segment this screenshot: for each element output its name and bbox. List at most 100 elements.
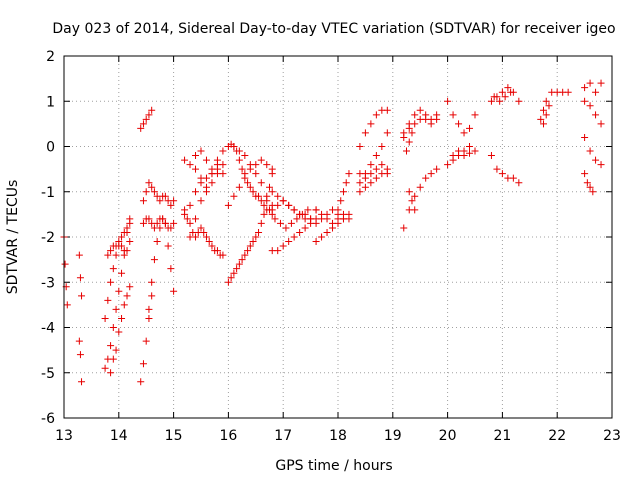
data-point xyxy=(345,170,353,178)
data-point xyxy=(274,247,282,255)
data-point xyxy=(164,242,172,250)
data-point xyxy=(504,84,512,92)
data-point xyxy=(120,301,128,309)
data-point xyxy=(268,188,276,196)
data-point xyxy=(597,120,605,128)
data-point xyxy=(466,143,474,150)
x-tick-label: 22 xyxy=(548,428,566,444)
data-point xyxy=(107,342,115,350)
data-point xyxy=(356,179,364,187)
data-point xyxy=(449,111,457,119)
data-point xyxy=(383,106,391,114)
data-point xyxy=(586,79,594,87)
data-point xyxy=(257,156,265,164)
data-point xyxy=(592,156,600,164)
data-point xyxy=(361,183,369,191)
data-point xyxy=(118,233,126,241)
data-point xyxy=(427,120,435,128)
data-point xyxy=(293,215,301,223)
data-point xyxy=(400,224,408,232)
data-point xyxy=(290,206,298,214)
data-point xyxy=(227,274,235,282)
data-point xyxy=(263,161,271,169)
data-point xyxy=(257,197,265,205)
data-point xyxy=(241,152,249,160)
data-point xyxy=(304,206,312,214)
x-tick-label: 19 xyxy=(384,428,402,444)
data-point xyxy=(235,183,243,191)
data-point xyxy=(285,238,293,246)
data-point xyxy=(186,201,194,209)
data-point xyxy=(411,206,419,214)
data-point xyxy=(101,314,109,322)
data-point xyxy=(107,369,115,377)
x-axis-label: GPS time / hours xyxy=(275,458,392,474)
data-point xyxy=(192,152,200,160)
data-point xyxy=(161,192,169,200)
data-point xyxy=(118,269,126,277)
data-point xyxy=(449,152,457,160)
data-point xyxy=(339,188,347,196)
data-point xyxy=(460,129,468,137)
y-axis-label: SDTVAR / TECUs xyxy=(5,180,21,295)
data-point xyxy=(197,174,205,182)
data-point xyxy=(378,143,386,150)
data-point xyxy=(323,210,331,218)
data-point xyxy=(592,88,600,96)
data-point xyxy=(244,179,252,187)
data-point xyxy=(422,174,430,182)
data-point xyxy=(301,215,309,223)
data-point xyxy=(235,260,243,268)
data-point xyxy=(545,102,553,110)
data-point xyxy=(279,197,287,205)
data-point xyxy=(416,183,424,191)
data-point xyxy=(496,97,504,105)
data-point xyxy=(183,215,191,223)
data-point xyxy=(205,238,213,246)
data-point xyxy=(109,265,117,273)
data-point xyxy=(367,170,375,178)
data-point xyxy=(246,161,254,169)
data-point xyxy=(150,188,158,196)
data-point xyxy=(318,215,326,223)
data-point xyxy=(487,152,495,160)
data-point xyxy=(197,224,205,232)
data-point xyxy=(202,188,210,196)
data-point xyxy=(148,278,156,286)
data-point xyxy=(255,228,263,236)
data-point xyxy=(296,228,304,236)
data-point xyxy=(104,296,112,304)
data-point xyxy=(75,251,83,259)
data-point xyxy=(235,147,243,155)
data-point xyxy=(487,97,495,105)
y-axis-ticks: -6 -5 -4 -3 -2 -1 0 1 2 xyxy=(41,49,612,427)
data-point xyxy=(298,210,306,218)
data-point xyxy=(268,170,276,178)
data-point xyxy=(213,247,221,255)
data-point xyxy=(192,165,200,173)
y-tick-label: -2 xyxy=(41,230,55,246)
data-point xyxy=(501,93,509,101)
data-point xyxy=(372,165,380,173)
data-point xyxy=(112,251,120,259)
data-point xyxy=(252,233,260,241)
data-point xyxy=(581,170,589,178)
data-point xyxy=(76,274,84,282)
data-point xyxy=(471,111,479,119)
x-tick-label: 18 xyxy=(329,428,347,444)
data-point xyxy=(142,337,150,345)
x-tick-label: 13 xyxy=(55,428,73,444)
data-point xyxy=(246,183,254,191)
data-point xyxy=(257,219,265,227)
data-point xyxy=(383,129,391,137)
data-point xyxy=(192,215,200,223)
data-point xyxy=(515,97,523,105)
data-point xyxy=(153,219,161,227)
data-point xyxy=(101,364,109,372)
data-point xyxy=(455,120,463,128)
data-point xyxy=(126,283,134,291)
data-point xyxy=(156,197,164,205)
data-point xyxy=(342,179,350,187)
data-point xyxy=(422,115,430,123)
